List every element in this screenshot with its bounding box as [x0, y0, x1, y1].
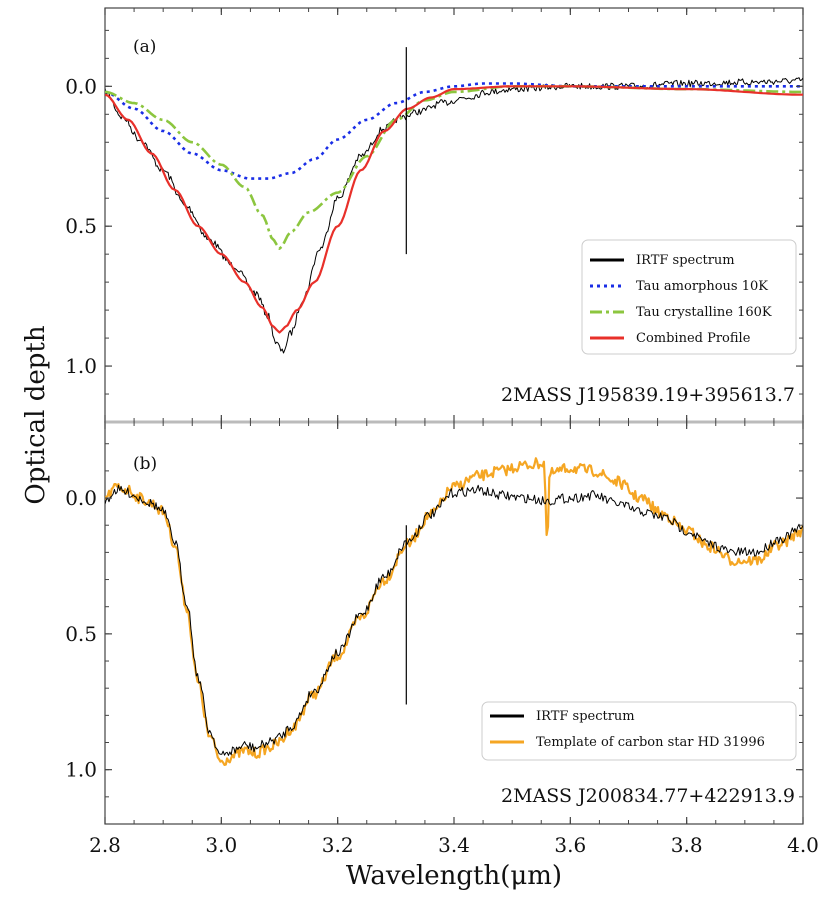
x-tick-label: 3.6 [554, 833, 586, 857]
y-tick-label: 0.0 [65, 486, 97, 510]
legend-entry-label: Combined Profile [636, 331, 751, 346]
series-line-template-of-carbon-star-hd-31996 [105, 457, 803, 766]
panel-a-frame [104, 7, 804, 423]
legend-entry-label: Template of carbon star HD 31996 [536, 735, 765, 750]
series-line-tau-amorphous-10k [105, 82, 803, 180]
x-axis-title: Wavelength(μm) [346, 861, 562, 891]
series-line-tau-crystalline-160k [105, 85, 803, 250]
y-tick-label: 0.5 [65, 622, 97, 646]
panel-b-series [105, 457, 803, 766]
panel-a-source-label: 2MASS J195839.19+395613.7 [501, 384, 795, 406]
legend-entry-label: Tau crystalline 160K [636, 305, 772, 320]
legend-entry-label: IRTF spectrum [636, 253, 735, 268]
panel-b-source-label: 2MASS J200834.77+422913.9 [501, 785, 795, 807]
x-tick-label: 3.0 [205, 833, 237, 857]
y-tick-label: 1.0 [65, 758, 97, 782]
axis-ticks: 0.0 0.5 1.0 0.0 0.5 1.0 2.8 3.0 3.2 3.4 3.6 3.8 4.0 [65, 8, 819, 857]
x-tick-label: 2.8 [89, 833, 121, 857]
panel-a-label: (a) [133, 37, 156, 57]
panel-b-label: (b) [133, 454, 157, 474]
legend-entry-label: Tau amorphous 10K [636, 279, 768, 294]
y-axis-title: Optical depth [21, 325, 51, 504]
series-line-irtf-spectrum [105, 484, 803, 756]
x-tick-label: 3.4 [438, 833, 470, 857]
x-tick-label: 3.2 [322, 833, 354, 857]
panel-a-series [105, 47, 803, 354]
panel-a-legend: IRTF spectrum Tau amorphous 10K Tau crysta… [581, 239, 797, 355]
y-tick-label: 0.5 [65, 214, 97, 238]
panel-b-legend: IRTF spectrum Template of carbon star HD … [481, 701, 797, 761]
legend-entry-label: IRTF spectrum [536, 709, 635, 724]
y-tick-label: 1.0 [65, 354, 97, 378]
series-line-combined-profile [105, 85, 803, 334]
x-tick-label: 3.8 [671, 833, 703, 857]
x-tick-label: 4.0 [787, 833, 819, 857]
y-tick-label: 0.0 [65, 74, 97, 98]
